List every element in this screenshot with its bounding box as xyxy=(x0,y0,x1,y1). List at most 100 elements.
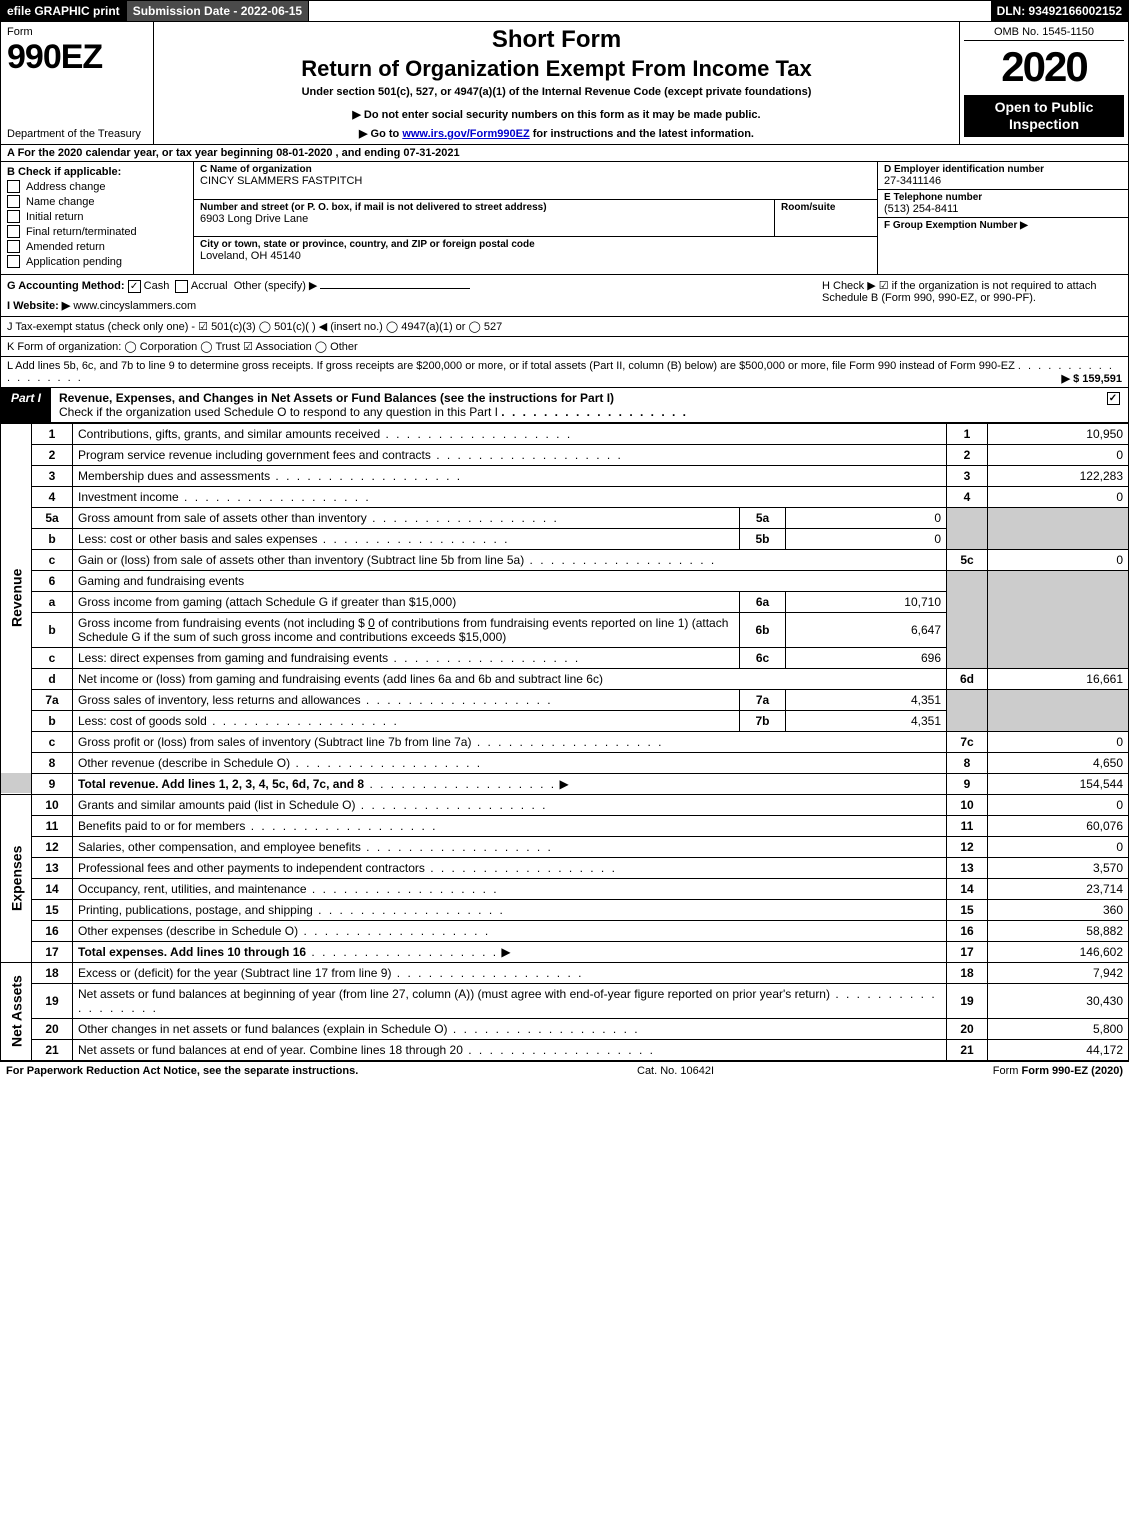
checkbox-address-change[interactable]: Address change xyxy=(7,180,187,193)
omb-number: OMB No. 1545-1150 xyxy=(964,26,1124,41)
label-amended-return: Amended return xyxy=(26,241,105,253)
irs-link[interactable]: www.irs.gov/Form990EZ xyxy=(402,128,529,140)
no-ssn-notice: ▶ Do not enter social security numbers o… xyxy=(162,108,951,121)
line-5b-inner-ref: 5b xyxy=(740,528,786,549)
label-application-pending: Application pending xyxy=(26,256,122,268)
label-name-change: Name change xyxy=(26,196,95,208)
part-1-dots xyxy=(501,405,688,419)
block-d: D Employer identification number 27-3411… xyxy=(878,162,1128,190)
line-13-ref: 13 xyxy=(947,857,988,878)
checkbox-application-pending[interactable]: Application pending xyxy=(7,255,187,268)
checkbox-name-change[interactable]: Name change xyxy=(7,195,187,208)
line-16-num: 16 xyxy=(32,920,73,941)
footer-form-ref: Form 990-EZ (2020) xyxy=(1022,1065,1123,1077)
line-20-val: 5,800 xyxy=(988,1018,1129,1039)
line-15-text: Printing, publications, postage, and shi… xyxy=(73,899,947,920)
line-5ab-blocked xyxy=(947,507,988,549)
part-1-header: Part I Revenue, Expenses, and Changes in… xyxy=(0,388,1129,423)
org-name-value: CINCY SLAMMERS FASTPITCH xyxy=(200,175,871,187)
goto-suffix: for instructions and the latest informat… xyxy=(533,128,754,140)
block-e: E Telephone number (513) 254-8411 xyxy=(878,190,1128,218)
line-6-text: Gaming and fundraising events xyxy=(73,570,947,591)
line-20-num: 20 xyxy=(32,1018,73,1039)
line-6a-inner-val: 10,710 xyxy=(786,591,947,612)
block-b-heading: B Check if applicable: xyxy=(7,166,187,178)
form-number: 990EZ xyxy=(7,38,147,77)
checkbox-amended-return[interactable]: Amended return xyxy=(7,240,187,253)
line-6d-val: 16,661 xyxy=(988,668,1129,689)
footer-center: Cat. No. 10642I xyxy=(637,1065,714,1077)
website-label: I Website: ▶ xyxy=(7,300,70,312)
revenue-spacer xyxy=(1,773,32,794)
line-10-ref: 10 xyxy=(947,794,988,815)
dln-label: DLN: 93492166002152 xyxy=(991,1,1128,21)
line-7b-text: Less: cost of goods sold xyxy=(73,710,740,731)
line-17-text: Total expenses. Add lines 10 through 16 … xyxy=(73,941,947,962)
return-title: Return of Organization Exempt From Incom… xyxy=(162,56,951,82)
ein-value: 27-3411146 xyxy=(884,175,1122,187)
line-8-val: 4,650 xyxy=(988,752,1129,773)
line-12-val: 0 xyxy=(988,836,1129,857)
line-4-num: 4 xyxy=(32,486,73,507)
line-6b-amount: 0 xyxy=(368,616,375,630)
line-12-ref: 12 xyxy=(947,836,988,857)
line-2-val: 0 xyxy=(988,444,1129,465)
line-16-text: Other expenses (describe in Schedule O) xyxy=(73,920,947,941)
line-9-val: 154,544 xyxy=(988,773,1129,794)
line-18-val: 7,942 xyxy=(988,962,1129,983)
line-9-num: 9 xyxy=(32,773,73,794)
line-6c-num: c xyxy=(32,647,73,668)
checkbox-final-return[interactable]: Final return/terminated xyxy=(7,225,187,238)
row-j-tax-exempt: J Tax-exempt status (check only one) - ☑… xyxy=(0,317,1129,337)
line-5a-num: 5a xyxy=(32,507,73,528)
line-13-text: Professional fees and other payments to … xyxy=(73,857,947,878)
checkbox-accrual[interactable] xyxy=(175,280,188,293)
line-17-val: 146,602 xyxy=(988,941,1129,962)
submission-date: Submission Date - 2022-06-15 xyxy=(127,1,309,21)
label-cash: Cash xyxy=(144,280,170,292)
part-1-tag: Part I xyxy=(1,388,51,422)
line-19-text: Net assets or fund balances at beginning… xyxy=(73,983,947,1018)
block-b-through-f: B Check if applicable: Address change Na… xyxy=(0,162,1129,275)
line-10-num: 10 xyxy=(32,794,73,815)
expenses-section-label: Expenses xyxy=(1,794,32,962)
line-7b-inner-val: 4,351 xyxy=(786,710,947,731)
line-19-num: 19 xyxy=(32,983,73,1018)
line-18-text: Excess or (deficit) for the year (Subtra… xyxy=(73,962,947,983)
row-l-text: L Add lines 5b, 6c, and 7b to line 9 to … xyxy=(7,360,1015,372)
city-row: City or town, state or province, country… xyxy=(194,237,877,274)
checkbox-cash[interactable] xyxy=(128,280,141,293)
line-6d-text: Net income or (loss) from gaming and fun… xyxy=(73,668,947,689)
line-2-ref: 2 xyxy=(947,444,988,465)
line-8-text: Other revenue (describe in Schedule O) xyxy=(73,752,947,773)
block-c: C Name of organization CINCY SLAMMERS FA… xyxy=(194,162,877,274)
line-6a-text: Gross income from gaming (attach Schedul… xyxy=(73,591,740,612)
city-value: Loveland, OH 45140 xyxy=(200,250,871,262)
line-6b-num: b xyxy=(32,612,73,647)
top-bar: efile GRAPHIC print Submission Date - 20… xyxy=(0,0,1129,22)
accounting-label: G Accounting Method: xyxy=(7,280,125,292)
line-6a-num: a xyxy=(32,591,73,612)
line-8-ref: 8 xyxy=(947,752,988,773)
line-3-num: 3 xyxy=(32,465,73,486)
part-1-checkbox[interactable] xyxy=(1098,388,1128,422)
checkbox-initial-return[interactable]: Initial return xyxy=(7,210,187,223)
label-initial-return: Initial return xyxy=(26,211,83,223)
line-5c-ref: 5c xyxy=(947,549,988,570)
line-17-num: 17 xyxy=(32,941,73,962)
line-7c-num: c xyxy=(32,731,73,752)
line-5c-text: Gain or (loss) from sale of assets other… xyxy=(73,549,947,570)
line-10-text: Grants and similar amounts paid (list in… xyxy=(73,794,947,815)
netassets-section-label: Net Assets xyxy=(1,962,32,1060)
efile-label: efile GRAPHIC print xyxy=(1,1,127,21)
block-b: B Check if applicable: Address change Na… xyxy=(1,162,194,274)
line-7a-inner-val: 4,351 xyxy=(786,689,947,710)
block-h: H Check ▶ ☑ if the organization is not r… xyxy=(822,279,1122,312)
part-1-title: Revenue, Expenses, and Changes in Net As… xyxy=(51,388,1098,422)
org-name-row: C Name of organization CINCY SLAMMERS FA… xyxy=(194,162,877,200)
line-3-ref: 3 xyxy=(947,465,988,486)
line-19-val: 30,430 xyxy=(988,983,1129,1018)
line-5a-text: Gross amount from sale of assets other t… xyxy=(73,507,740,528)
street-value: 6903 Long Drive Lane xyxy=(200,213,770,225)
other-specify-input[interactable] xyxy=(320,288,470,289)
